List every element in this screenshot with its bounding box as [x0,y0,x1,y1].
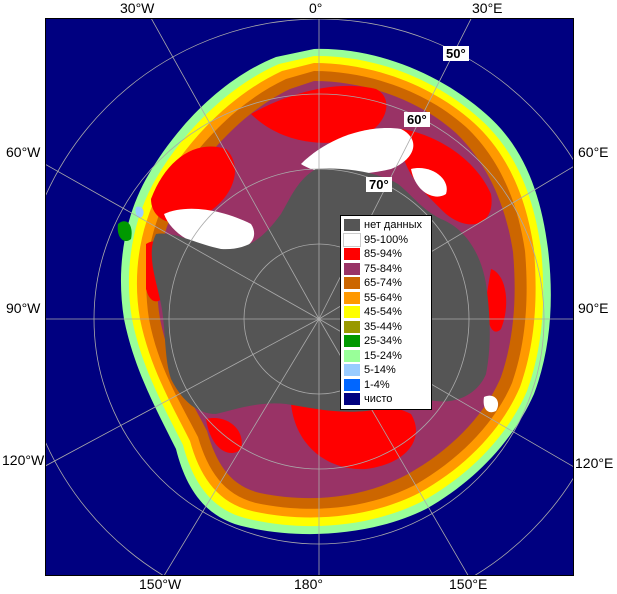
lat-label-50: 50° [443,46,469,61]
legend-swatch [344,349,360,362]
lon-label-120e-right: 120°E [575,455,614,471]
meridian-minus60 [46,164,320,320]
lon-label-120w-left: 120°W [2,452,45,468]
legend-label: 55-64% [364,291,402,304]
legend-label: 75-84% [364,262,402,275]
legend-label: 35-44% [364,320,402,333]
legend-label: 1-4% [364,378,390,391]
ice-patch-95-100 [164,208,255,252]
ice-patch-25-34 [117,221,132,242]
ice-patch-95-100 [301,128,414,175]
ice-patch-85-94 [400,129,492,225]
concentration-legend: нет данных 95-100% 85-94% 75-84% 65-74% 55-64… [340,215,432,410]
legend-label: 45-54% [364,306,402,319]
lon-label-150w-bottom: 150°W [139,576,182,592]
legend-swatch [344,262,360,275]
legend-item: 15-24% [344,349,428,364]
polar-map-svg [46,19,573,575]
legend-item: 5-14% [344,363,428,378]
legend-item: 55-64% [344,291,428,306]
ice-patch-85-94 [291,398,416,470]
lat-label-70: 70° [366,177,392,192]
legend-swatch [344,364,360,377]
lon-label-90w-left: 90°W [6,300,41,316]
lon-label-30w-top: 30°W [120,0,155,16]
ice-patch-85-94 [151,146,235,223]
ice-patch-95-100 [483,395,499,413]
legend-swatch [344,277,360,290]
lon-label-60w-left: 60°W [6,144,41,160]
legend-swatch [344,393,360,406]
legend-label: 25-34% [364,335,402,348]
legend-item: 1-4% [344,378,428,393]
meridian-minus120 [46,318,320,467]
lon-label-60e-right: 60°E [578,144,609,160]
legend-item: 35-44% [344,320,428,335]
ice-patch-5-14 [135,206,144,218]
legend-swatch [344,378,360,391]
legend-swatch [344,320,360,333]
meridian-minus30 [151,19,320,320]
legend-swatch [343,232,361,247]
legend-swatch [344,219,360,232]
lon-label-0-top: 0° [309,0,323,16]
ice-patch-85-94 [486,269,507,332]
legend-item: 25-34% [344,334,428,349]
legend-item: 45-54% [344,305,428,320]
sea-ice-map: 50° 60° 70° [45,18,574,576]
legend-swatch [344,335,360,348]
legend-label: 85-94% [364,248,402,261]
legend-swatch [344,248,360,261]
legend-swatch [344,291,360,304]
legend-label: 5-14% [364,364,396,377]
legend-label: чисто [364,393,393,406]
lat-label-60: 60° [404,112,430,127]
legend-label: 65-74% [364,277,402,290]
legend-swatch [344,306,360,319]
legend-item: 85-94% [344,247,428,262]
meridian-minus150 [163,318,320,575]
legend-label: 15-24% [364,349,402,362]
legend-item: чисто [344,392,428,407]
lon-label-180-bottom: 180° [294,576,323,592]
legend-item: 65-74% [344,276,428,291]
lon-label-30e-top: 30°E [472,0,503,16]
lon-label-90e-right: 90°E [578,300,609,316]
ice-patch-95-100 [411,168,447,197]
legend-label: нет данных [364,219,423,232]
legend-item: нет данных [344,218,428,233]
legend-item: 75-84% [344,262,428,277]
legend-label: 95-100% [364,233,409,246]
legend-item: 95-100% [343,232,428,248]
lon-label-150e-bottom: 150°E [449,576,488,592]
